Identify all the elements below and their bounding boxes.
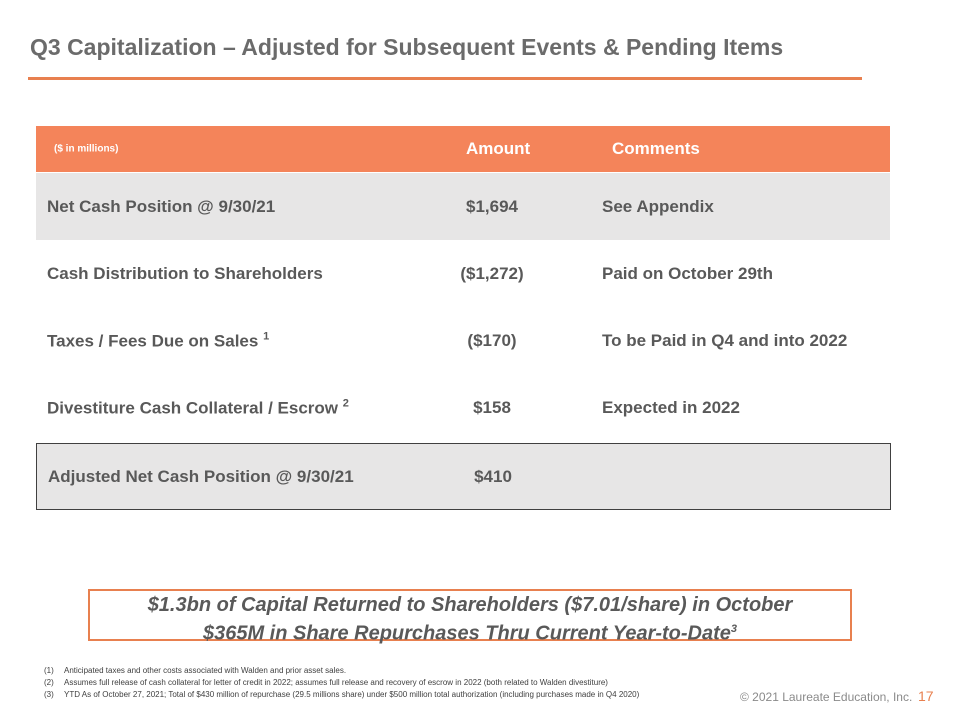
table-row: Taxes / Fees Due on Sales 1 ($170) To be P… bbox=[36, 307, 890, 374]
footnote-marker: (1) bbox=[44, 666, 54, 675]
row-label-text: Cash Distribution to Shareholders bbox=[47, 263, 323, 283]
footnote-ref: 3 bbox=[730, 623, 738, 635]
table-row: Net Cash Position @ 9/30/21 $1,694 See App… bbox=[36, 173, 890, 240]
footnote-ref: 2 bbox=[342, 397, 349, 410]
callout-line: $365M in Share Repurchases Thru Current … bbox=[90, 617, 850, 646]
row-label-text: Net Cash Position @ 9/30/21 bbox=[47, 196, 276, 216]
comment: Expected in 2022 bbox=[602, 397, 740, 417]
column-header: Amount bbox=[466, 139, 531, 158]
callout: $1.3bn of Capital Returned to Shareholde… bbox=[88, 589, 852, 645]
amount: ($1,272) bbox=[460, 263, 524, 283]
amount: $410 bbox=[474, 466, 512, 486]
table-header: ($ in millions) Amount Comments bbox=[36, 126, 890, 172]
table-row: Adjusted Net Cash Position @ 9/30/21 $410 bbox=[36, 443, 891, 510]
unit-label: ($ in millions) bbox=[54, 143, 119, 155]
amount: $158 bbox=[473, 397, 511, 417]
footnote-marker: (3) bbox=[44, 690, 54, 699]
column-header: Comments bbox=[612, 139, 700, 158]
copyright: © 2021 Laureate Education, Inc. bbox=[740, 690, 913, 704]
footnote-text: Anticipated taxes and other costs associ… bbox=[64, 666, 347, 675]
footnote-text: Assumes full release of cash collateral … bbox=[64, 678, 608, 687]
row-label-text: Divestiture Cash Collateral / Escrow bbox=[47, 397, 338, 417]
footnote-text: YTD As of October 27, 2021; Total of $43… bbox=[64, 690, 640, 699]
table-row: Cash Distribution to Shareholders ($1,272… bbox=[36, 240, 890, 307]
row-label: Adjusted Net Cash Position @ 9/30/21 bbox=[48, 467, 354, 487]
comment: See Appendix bbox=[602, 196, 714, 216]
row-label-text: Taxes / Fees Due on Sales bbox=[47, 330, 259, 350]
table-row: Divestiture Cash Collateral / Escrow 2 $1… bbox=[36, 374, 890, 441]
footnote-ref: 1 bbox=[263, 330, 270, 343]
title: Q3 Capitalization – Adjusted for Subsequ… bbox=[30, 34, 784, 60]
row-label-text: Adjusted Net Cash Position @ 9/30/21 bbox=[48, 466, 354, 486]
page-number: 17 bbox=[918, 688, 934, 704]
comment: Paid on October 29th bbox=[602, 263, 773, 283]
callout-line: $1.3bn of Capital Returned to Shareholde… bbox=[147, 594, 793, 616]
amount: $1,694 bbox=[466, 196, 518, 216]
row-label: Cash Distribution to Shareholders bbox=[47, 264, 323, 284]
row-label: Divestiture Cash Collateral / Escrow 2 bbox=[47, 397, 349, 418]
footnote-marker: (2) bbox=[44, 678, 54, 687]
callout-text: $365M in Share Repurchases Thru Current … bbox=[202, 622, 731, 645]
comment: To be Paid in Q4 and into 2022 bbox=[602, 330, 848, 350]
amount: ($170) bbox=[467, 330, 517, 350]
row-label: Taxes / Fees Due on Sales 1 bbox=[47, 330, 269, 351]
row-label: Net Cash Position @ 9/30/21 bbox=[47, 197, 275, 217]
title-rule bbox=[28, 77, 862, 80]
